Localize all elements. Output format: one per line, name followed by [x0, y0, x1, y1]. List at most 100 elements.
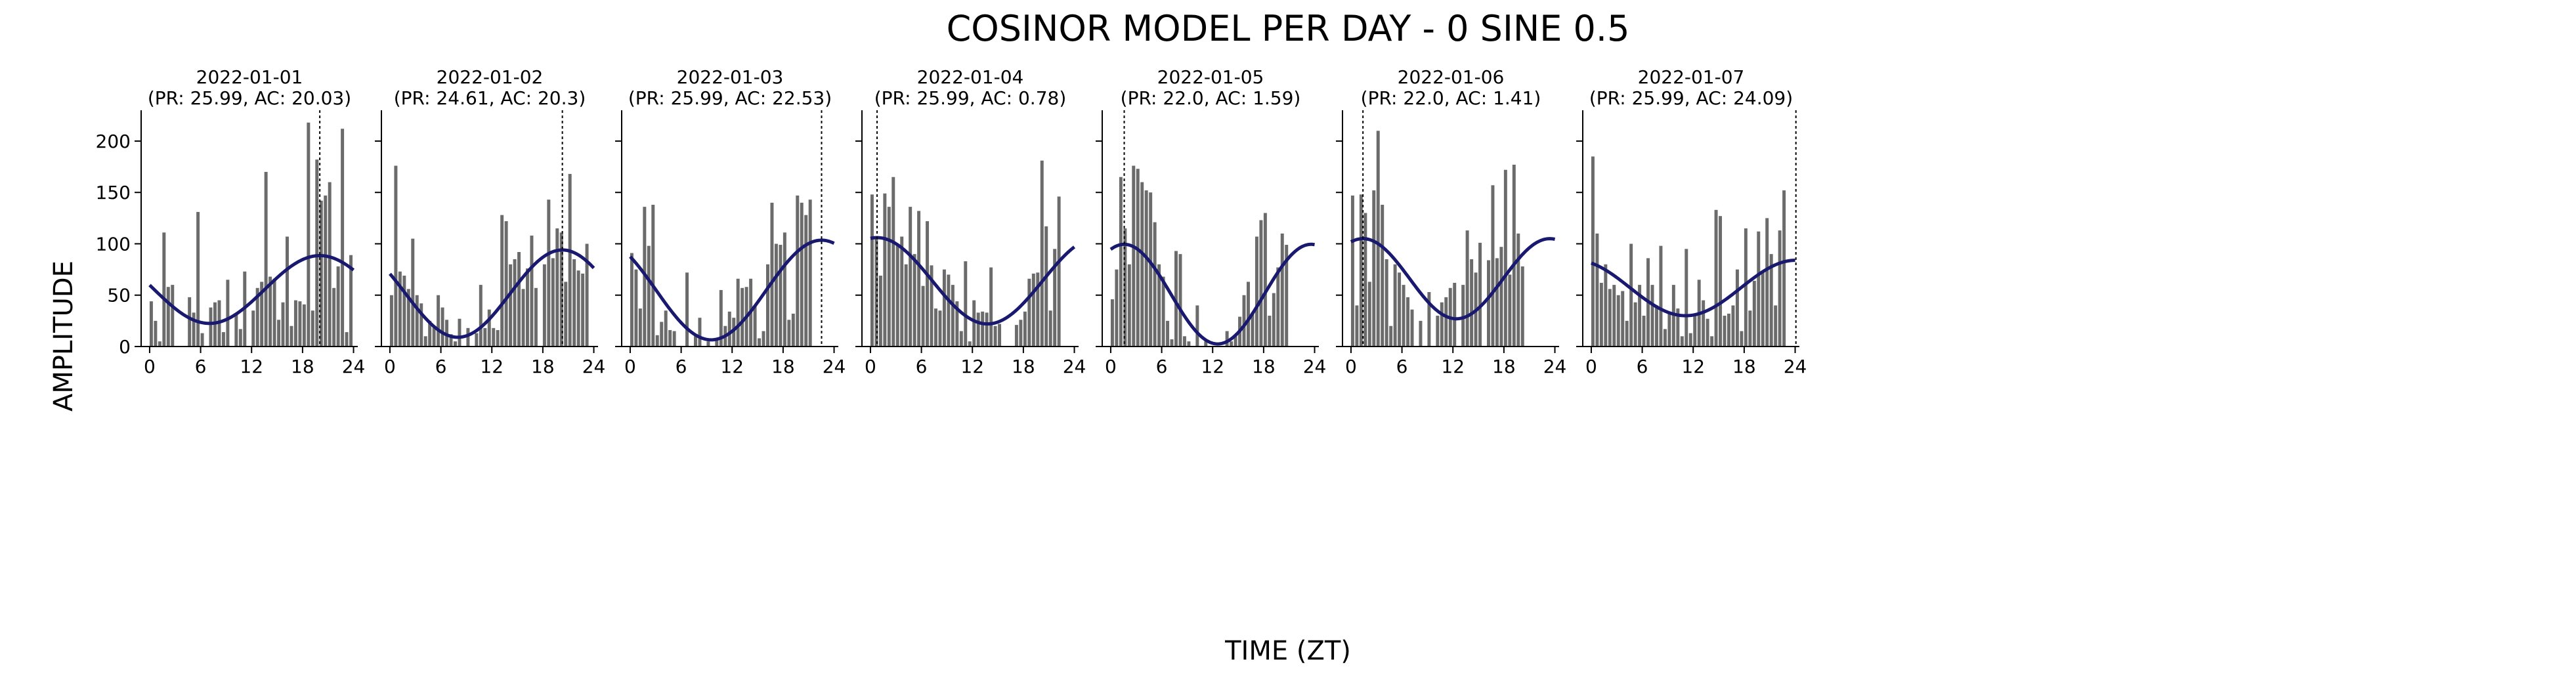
data-bar: [504, 221, 508, 347]
x-tick-label: 18: [1252, 356, 1276, 377]
data-bar: [1127, 264, 1131, 347]
data-bar: [770, 202, 774, 347]
data-bar: [1680, 336, 1684, 347]
x-tick-label: 6: [1637, 356, 1648, 377]
data-bar: [1166, 320, 1170, 347]
data-bar: [959, 331, 963, 347]
data-bar: [921, 285, 925, 347]
data-bar: [779, 245, 783, 347]
data-bar: [1363, 213, 1367, 347]
data-bar: [1769, 254, 1773, 347]
data-bar: [1031, 273, 1035, 347]
data-bar: [758, 338, 762, 347]
data-bar: [938, 310, 942, 347]
data-bar: [1398, 272, 1402, 347]
data-bar: [542, 264, 546, 347]
x-tick-label: 12: [960, 356, 984, 377]
figure-xlabel: TIME (ZT): [1224, 636, 1351, 666]
data-bar: [926, 221, 930, 347]
data-bar: [1036, 272, 1040, 347]
data-bar: [349, 255, 353, 347]
data-bar: [1495, 258, 1499, 347]
cosinor-fit-line: [148, 253, 355, 326]
data-bar: [1719, 216, 1723, 347]
data-bar: [1453, 282, 1457, 347]
data-bar: [1710, 336, 1714, 347]
data-bar: [568, 174, 572, 347]
data-bar: [1230, 341, 1234, 347]
data-bar: [638, 308, 642, 347]
data-bar: [660, 322, 664, 347]
x-tick-label: 6: [1396, 356, 1408, 377]
x-tick-label: 18: [1012, 356, 1035, 377]
data-bar: [1242, 295, 1246, 347]
data-bar: [942, 269, 946, 347]
data-bar: [1132, 165, 1136, 347]
panel-title-line: (PR: 24.61, AC: 20.3): [394, 87, 586, 109]
data-bar: [1119, 177, 1123, 347]
data-bar: [1757, 231, 1761, 347]
data-bar: [796, 195, 800, 347]
data-bar: [800, 202, 804, 347]
data-bar: [1663, 329, 1667, 347]
data-bar: [1765, 218, 1769, 347]
panel-3: 2022-01-03(PR: 25.99, AC: 22.53) 0 6 12 18 24: [615, 66, 846, 377]
x-tick-label: 6: [676, 356, 687, 377]
data-bar: [753, 305, 757, 347]
data-bar: [1187, 341, 1191, 347]
panel-6: 2022-01-06(PR: 22.0, AC: 1.41) 0 6 12 18 24: [1336, 66, 1566, 377]
data-bar: [1268, 316, 1272, 347]
data-bar: [1251, 312, 1255, 347]
x-tick-label: 6: [1156, 356, 1168, 377]
data-bar: [917, 211, 921, 347]
data-bar: [1367, 282, 1371, 347]
data-bar: [1182, 336, 1186, 347]
panel-title-line: (PR: 25.99, AC: 24.09): [1589, 87, 1793, 109]
data-bar: [149, 301, 153, 347]
data-bar: [1161, 276, 1165, 347]
data-bar: [255, 287, 259, 347]
data-bar: [428, 320, 432, 347]
data-bar: [1381, 205, 1385, 347]
data-bar: [1621, 291, 1625, 347]
data-bar: [1402, 285, 1406, 347]
data-bar: [1110, 299, 1114, 347]
data-bar: [685, 272, 689, 347]
data-bar: [870, 194, 874, 347]
data-bar: [1702, 300, 1706, 347]
data-bar: [1778, 230, 1782, 347]
data-bar: [394, 165, 398, 347]
data-bar: [1748, 310, 1752, 347]
x-tick-label: 0: [1105, 356, 1117, 377]
panel-title-line: (PR: 22.0, AC: 1.59): [1121, 87, 1301, 109]
data-bar: [576, 270, 580, 347]
data-bar: [1761, 272, 1765, 347]
cosinor-fit-line: [1350, 237, 1556, 321]
data-bar: [402, 276, 406, 347]
data-bar: [1174, 251, 1178, 347]
data-bar: [1376, 131, 1380, 347]
x-tick-label: 0: [1585, 356, 1597, 377]
data-bar: [272, 278, 276, 347]
x-tick-label: 6: [916, 356, 928, 377]
data-bar: [1440, 302, 1444, 347]
data-bar: [1057, 196, 1061, 347]
data-bar: [1499, 247, 1503, 347]
data-bar: [655, 335, 659, 347]
panel-title-line: 2022-01-02: [437, 66, 544, 88]
data-bar: [1247, 282, 1250, 347]
data-bar: [466, 327, 470, 347]
data-bar: [298, 301, 302, 347]
data-bar: [154, 320, 158, 347]
x-tick-label: 24: [1543, 356, 1567, 377]
data-bar: [719, 289, 723, 347]
data-bar: [964, 261, 968, 347]
data-bar: [315, 159, 319, 347]
data-bar: [1629, 243, 1633, 347]
data-bar: [878, 276, 882, 347]
data-bar: [1350, 195, 1354, 347]
data-bar: [1393, 264, 1397, 347]
data-bar: [1372, 190, 1376, 347]
data-bar: [260, 282, 264, 347]
